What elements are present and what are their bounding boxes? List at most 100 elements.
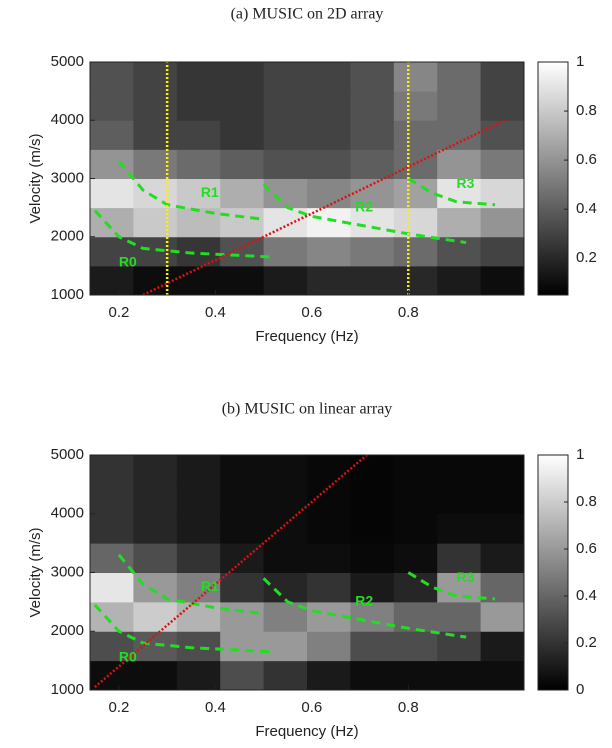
heat-cell bbox=[480, 572, 524, 603]
colorbar-tick-label: 0.6 bbox=[576, 151, 597, 168]
colorbar-tick-label: 0.6 bbox=[576, 540, 597, 557]
x-tick-label: 0.8 bbox=[398, 699, 419, 716]
heat-cell bbox=[307, 62, 351, 92]
heat-cell bbox=[133, 513, 178, 544]
heat-cell bbox=[263, 455, 308, 485]
heat-cell bbox=[393, 543, 438, 573]
heat-cell bbox=[307, 91, 351, 121]
heat-cell bbox=[393, 513, 438, 544]
y-tick-label: 5000 bbox=[51, 53, 84, 70]
heat-cell bbox=[133, 178, 178, 209]
heat-cell bbox=[350, 207, 395, 238]
curve-label: R2 bbox=[355, 593, 373, 609]
heat-cell bbox=[220, 178, 265, 209]
y-tick-label: 4000 bbox=[51, 505, 84, 522]
heat-cell bbox=[176, 455, 221, 485]
heat-cell bbox=[90, 660, 134, 690]
x-axis-label: Frequency (Hz) bbox=[255, 723, 358, 740]
heat-cell bbox=[350, 601, 395, 632]
colorbar bbox=[537, 454, 569, 691]
heat-cell bbox=[437, 513, 482, 544]
heat-cell bbox=[220, 455, 265, 485]
curve-label: R3 bbox=[456, 569, 474, 585]
y-tick-label: 5000 bbox=[51, 446, 84, 463]
heat-cell bbox=[437, 631, 482, 662]
colorbar-tick-label: 0.2 bbox=[576, 249, 597, 266]
heat-cell bbox=[350, 631, 395, 662]
colorbar-tick-label: 0.8 bbox=[576, 102, 597, 119]
heat-cell bbox=[176, 236, 221, 267]
heat-cell bbox=[437, 178, 482, 209]
heat-cell bbox=[437, 91, 482, 121]
y-tick-label: 4000 bbox=[51, 111, 84, 128]
heat-cell bbox=[480, 484, 524, 515]
heat-cell bbox=[220, 484, 265, 515]
plot-area bbox=[90, 62, 524, 295]
heat-cell bbox=[350, 149, 395, 179]
heat-cell bbox=[393, 149, 438, 179]
heat-cell bbox=[480, 149, 524, 179]
overlay-line bbox=[117, 160, 264, 221]
heat-cell bbox=[220, 149, 265, 179]
heat-cell bbox=[480, 207, 524, 238]
heat-cell bbox=[90, 631, 134, 662]
heat-cell bbox=[393, 660, 438, 690]
x-axis-label: Frequency (Hz) bbox=[255, 328, 358, 345]
heat-cell bbox=[90, 91, 134, 121]
heat-cell bbox=[350, 660, 395, 690]
colorbar-tick-label: 1 bbox=[576, 446, 584, 463]
heat-cell bbox=[393, 120, 438, 150]
heat-cell bbox=[90, 62, 134, 92]
heat-cell bbox=[437, 236, 482, 267]
heat-cell bbox=[90, 149, 134, 179]
heat-cell bbox=[263, 178, 308, 209]
heat-cell bbox=[350, 91, 395, 121]
heat-cell bbox=[307, 543, 351, 573]
colorbar-tick-label: 1 bbox=[576, 53, 584, 70]
heat-cell bbox=[90, 178, 134, 209]
y-axis-label: Velocity (m/s) bbox=[27, 133, 44, 223]
heat-cell bbox=[133, 207, 178, 238]
heat-cell bbox=[263, 265, 308, 295]
heat-cell bbox=[307, 265, 351, 295]
heat-cell bbox=[350, 265, 395, 295]
heat-cell bbox=[176, 631, 221, 662]
heat-cell bbox=[393, 62, 438, 92]
heat-cell bbox=[350, 572, 395, 603]
heat-cell bbox=[437, 149, 482, 179]
heat-cell bbox=[437, 572, 482, 603]
heat-cell bbox=[220, 62, 265, 92]
y-tick-label: 1000 bbox=[51, 681, 84, 698]
curve-label: R0 bbox=[119, 648, 137, 664]
heat-cell bbox=[133, 601, 178, 632]
heat-cell bbox=[176, 120, 221, 150]
heat-cell bbox=[480, 455, 524, 485]
heat-cell bbox=[220, 265, 265, 295]
heat-cell bbox=[307, 660, 351, 690]
colorbar-tick-label: 0.8 bbox=[576, 493, 597, 510]
heat-cell bbox=[133, 120, 178, 150]
x-tick-label: 0.6 bbox=[301, 699, 322, 716]
heat-cell bbox=[393, 601, 438, 632]
x-tick-label: 0.4 bbox=[205, 699, 226, 716]
heat-cell bbox=[133, 265, 178, 295]
colorbar bbox=[537, 61, 569, 296]
heat-cell bbox=[307, 455, 351, 485]
overlay-line bbox=[262, 577, 467, 639]
heat-cell bbox=[437, 265, 482, 295]
heat-cell bbox=[263, 120, 308, 150]
heat-cell bbox=[480, 265, 524, 295]
heat-cell bbox=[437, 207, 482, 238]
heat-cell bbox=[220, 91, 265, 121]
heat-cell bbox=[480, 601, 524, 632]
heat-cell bbox=[220, 236, 265, 267]
y-tick-label: 1000 bbox=[51, 286, 84, 303]
colorbar-tick-label: 0 bbox=[576, 681, 584, 698]
heat-cell bbox=[263, 660, 308, 690]
heat-cell bbox=[90, 543, 134, 573]
heat-cell bbox=[350, 236, 395, 267]
heat-cell bbox=[133, 572, 178, 603]
heat-cell bbox=[350, 484, 395, 515]
heat-cell bbox=[133, 455, 178, 485]
